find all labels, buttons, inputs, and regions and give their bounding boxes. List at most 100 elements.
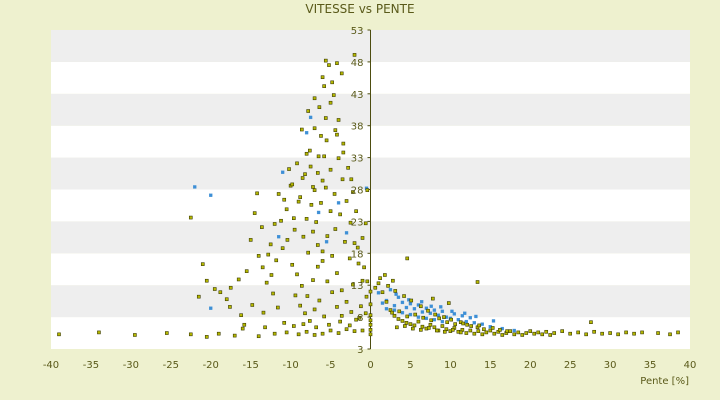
data-point xyxy=(352,329,357,333)
data-point xyxy=(354,317,358,322)
data-point xyxy=(304,217,309,221)
data-point xyxy=(242,322,247,327)
data-point xyxy=(408,322,413,326)
data-point xyxy=(392,314,397,318)
data-point xyxy=(368,332,373,337)
data-point xyxy=(338,212,342,217)
data-point xyxy=(274,258,279,263)
data-point xyxy=(359,304,363,309)
data-point xyxy=(324,138,329,143)
data-point xyxy=(232,333,237,338)
data-point xyxy=(373,285,378,290)
data-point xyxy=(365,188,370,192)
data-point xyxy=(453,322,457,326)
data-point xyxy=(341,141,346,146)
data-point xyxy=(351,190,355,194)
data-point xyxy=(456,318,461,322)
data-point xyxy=(475,280,480,284)
data-point xyxy=(528,329,533,333)
x-tick-label: 15 xyxy=(484,360,497,371)
x-tick-label: -40 xyxy=(43,360,59,371)
data-point xyxy=(450,328,455,332)
data-point xyxy=(442,315,446,319)
data-point xyxy=(315,264,320,269)
x-tick-label: -15 xyxy=(243,360,259,371)
data-point xyxy=(472,331,477,336)
data-point xyxy=(269,273,274,277)
data-point xyxy=(386,284,390,288)
y-tick-label: 8 xyxy=(357,313,363,324)
data-point xyxy=(339,71,344,76)
data-point xyxy=(468,328,473,333)
data-point xyxy=(204,335,209,339)
data-point xyxy=(416,315,421,319)
data-point xyxy=(482,327,486,332)
data-point xyxy=(676,330,680,335)
data-point xyxy=(434,328,439,333)
data-point xyxy=(307,148,312,153)
data-point xyxy=(445,320,449,325)
data-point xyxy=(383,273,387,277)
data-point xyxy=(263,325,267,330)
data-point xyxy=(356,261,361,266)
data-point xyxy=(468,316,472,320)
data-point xyxy=(458,330,463,335)
data-point xyxy=(552,331,557,335)
data-point xyxy=(335,271,339,275)
data-point xyxy=(427,326,431,330)
data-point xyxy=(568,331,572,336)
data-point xyxy=(516,330,521,335)
data-point xyxy=(376,291,381,295)
data-point xyxy=(228,305,232,309)
data-point xyxy=(402,294,406,298)
data-point xyxy=(306,250,310,255)
data-point xyxy=(400,310,405,315)
data-point xyxy=(344,231,349,235)
y-tick-label: 48 xyxy=(351,58,364,69)
data-point xyxy=(303,172,307,176)
data-point xyxy=(290,262,295,267)
data-point xyxy=(490,326,495,330)
data-point xyxy=(368,318,373,323)
data-point xyxy=(330,254,334,258)
data-point xyxy=(460,314,465,318)
data-point xyxy=(608,331,612,335)
data-point xyxy=(165,331,169,335)
data-point xyxy=(320,178,325,183)
data-point xyxy=(307,319,312,323)
data-point xyxy=(292,227,297,232)
data-point xyxy=(322,314,326,319)
data-point xyxy=(346,166,350,170)
data-point xyxy=(308,115,313,120)
data-point xyxy=(276,192,281,196)
y-tick-label: 28 xyxy=(351,186,364,197)
data-point xyxy=(328,100,333,105)
data-point xyxy=(351,282,355,287)
data-point xyxy=(474,314,478,319)
y-tick-label: 23 xyxy=(351,217,364,228)
data-point xyxy=(336,118,341,122)
data-point xyxy=(325,279,330,284)
data-point xyxy=(508,329,513,333)
data-point xyxy=(301,322,306,326)
data-point xyxy=(429,318,434,323)
x-tick-label: 35 xyxy=(644,360,657,371)
data-point xyxy=(218,290,223,295)
data-point xyxy=(336,331,341,335)
data-point xyxy=(512,328,516,333)
data-point xyxy=(368,302,373,307)
data-point xyxy=(298,303,303,308)
data-point xyxy=(292,216,296,221)
data-point xyxy=(380,301,385,305)
data-point xyxy=(260,265,265,270)
data-point xyxy=(204,278,209,283)
data-point xyxy=(368,289,373,294)
data-point xyxy=(439,305,443,309)
data-point xyxy=(293,293,298,298)
data-point xyxy=(212,287,217,291)
data-point xyxy=(440,309,445,314)
data-point xyxy=(419,304,423,309)
data-point xyxy=(411,326,415,331)
data-point xyxy=(397,309,402,314)
